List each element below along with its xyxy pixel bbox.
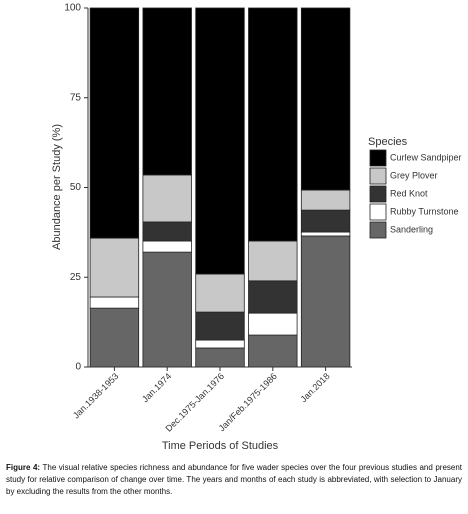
bar-segment xyxy=(248,312,298,336)
chart: Abundance per Study (%) Time Periods of … xyxy=(51,3,462,452)
bar-segment xyxy=(248,334,298,368)
bar-segment xyxy=(300,209,351,233)
legend-swatch xyxy=(369,203,387,221)
y-tick-label: 75 xyxy=(70,92,82,103)
y-tick-label: 100 xyxy=(64,3,81,14)
bar-segment xyxy=(300,189,351,211)
legend-swatch xyxy=(369,185,387,203)
bar-segment xyxy=(142,174,192,223)
x-tick-label: Jan/Feb.1975-1986 xyxy=(217,371,279,433)
bar-segment xyxy=(142,221,192,242)
bar-segment xyxy=(142,251,192,368)
bar-segment xyxy=(195,347,245,368)
legend-swatch xyxy=(369,221,387,239)
caption-text: The visual relative species richness and… xyxy=(6,463,463,496)
y-tick-label: 0 xyxy=(75,362,81,373)
x-tick-label: Dec.1975-Jan.1976 xyxy=(163,371,226,434)
legend-title: Species xyxy=(368,136,408,148)
caption: Figure 4: The visual relative species ri… xyxy=(6,462,462,498)
bar-segment xyxy=(300,235,351,368)
bar-segment xyxy=(195,339,245,349)
legend-label: Rubby Turnstone xyxy=(390,206,459,216)
bar-segment xyxy=(142,7,192,176)
legend-label: Curlew Sandpiper xyxy=(390,152,462,162)
legend-swatch xyxy=(369,149,387,167)
bar-segment xyxy=(89,296,140,309)
bar-segment xyxy=(89,237,140,298)
legend-label: Grey Plover xyxy=(390,170,438,180)
bar-segment xyxy=(195,311,245,341)
bar-segment xyxy=(300,7,351,191)
bar-segment xyxy=(248,280,298,314)
bar-segment xyxy=(195,273,245,313)
y-tick-label: 50 xyxy=(70,182,82,193)
bar-segment xyxy=(142,240,192,253)
x-tick-label: Jan.2018 xyxy=(298,371,331,404)
legend-label: Sanderling xyxy=(390,224,433,234)
x-tick-label: Jan.1974 xyxy=(140,371,173,404)
y-axis-title: Abundance per Study (%) xyxy=(51,124,63,250)
legend-label: Red Knot xyxy=(390,188,428,198)
bar-segment xyxy=(195,7,245,275)
caption-label: Figure 4: xyxy=(6,463,41,472)
bar-segment xyxy=(248,7,298,242)
bar-segment xyxy=(89,307,140,368)
legend-swatch xyxy=(369,167,387,185)
x-tick-label: Jan.1938-1953 xyxy=(71,371,121,421)
bar-segment xyxy=(300,231,351,237)
x-axis-title: Time Periods of Studies xyxy=(162,440,279,452)
y-tick-label: 25 xyxy=(70,272,82,283)
bar-segment xyxy=(89,7,140,239)
bar-segment xyxy=(248,240,298,282)
